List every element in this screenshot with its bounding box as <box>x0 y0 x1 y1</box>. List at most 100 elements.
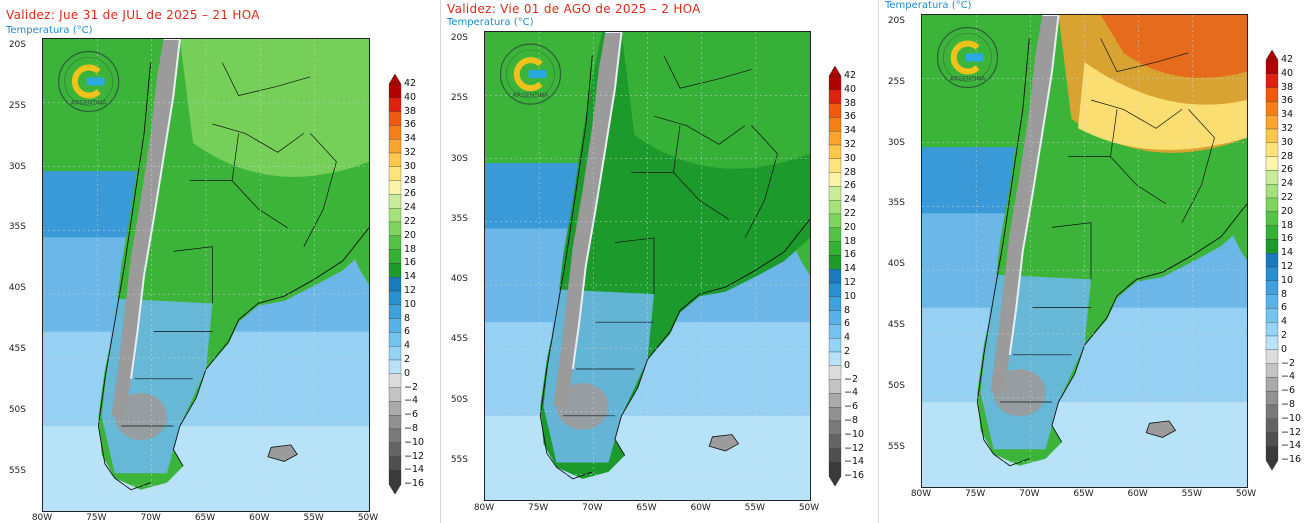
colorbar-tick-label: −14 <box>844 456 865 468</box>
colorbar-bin <box>1265 322 1279 337</box>
colorbar-bin <box>388 111 402 126</box>
colorbar-tick-label: −12 <box>1281 426 1302 438</box>
colorbar-max-arrow <box>1265 50 1279 61</box>
longitude-tick-label: 50W <box>798 503 820 513</box>
colorbar-tick-label: 38 <box>844 97 857 109</box>
colorbar-tick-label: 8 <box>844 304 851 316</box>
colorbar-tick-label: 6 <box>844 318 851 330</box>
latitude-tick-label: 35S <box>8 222 26 233</box>
longitude-tick-label: 65W <box>194 513 216 523</box>
malvinas-islands <box>267 444 298 462</box>
colorbar-tick-label: −12 <box>404 450 425 462</box>
latitude-tick-label: 55S <box>8 465 26 476</box>
colorbar-bin <box>388 290 402 305</box>
colorbar-bin <box>828 379 842 394</box>
colorbar-tick-label: −16 <box>844 470 865 482</box>
colorbar-bin <box>828 324 842 339</box>
latitude-tick-label: 50S <box>887 380 905 391</box>
colorbar-bin <box>828 227 842 242</box>
temperature-map: ARGENTINA <box>921 14 1248 488</box>
smn-argentina-logo-icon: ARGENTINA <box>936 26 999 89</box>
province-border <box>653 115 746 145</box>
colorbar-bin <box>1265 142 1279 157</box>
colorbar-tick-label: 34 <box>844 125 857 137</box>
ocean-band <box>922 402 1247 487</box>
colorbar-min-arrow <box>388 483 402 495</box>
colorbar-tick-label: −4 <box>1281 371 1296 383</box>
colorbar-bin <box>828 241 842 256</box>
colorbar-tick-label: 20 <box>404 229 417 241</box>
cold-grey-patch <box>556 383 609 430</box>
logo-text: ARGENTINA <box>513 92 549 99</box>
colorbar-bin <box>1265 363 1279 378</box>
colorbar-tick-label: 42 <box>844 70 857 81</box>
colorbar-bin <box>1265 349 1279 364</box>
colorbar-tick-label: 18 <box>844 235 857 247</box>
colorbar-bin <box>828 213 842 228</box>
latitude-tick-label: 50S <box>450 394 468 405</box>
province-border <box>221 62 311 97</box>
colorbar-svg <box>388 74 402 495</box>
smn-argentina-logo-icon: ARGENTINA <box>58 50 120 113</box>
colorbar-bin <box>1265 391 1279 406</box>
colorbar-tick-label: 0 <box>404 367 411 379</box>
colorbar-bin <box>828 296 842 311</box>
colorbar-bin <box>1265 239 1279 254</box>
latitude-tick-label: 55S <box>450 454 468 465</box>
colorbar-tick-label: 28 <box>1281 150 1294 162</box>
latitude-tick-label: 35S <box>450 213 468 224</box>
colorbar-bin <box>828 407 842 422</box>
colorbar-bin <box>388 428 402 443</box>
colorbar-tick-label: 30 <box>404 160 417 172</box>
colorbar-bin <box>828 448 842 463</box>
colorbar-tick-label: 12 <box>1281 261 1294 272</box>
colorbar-bin <box>828 420 842 435</box>
colorbar-bin <box>388 277 402 292</box>
colorbar-bin <box>828 131 842 146</box>
colorbar-tick-label: −2 <box>404 381 419 393</box>
colorbar-bin <box>828 269 842 284</box>
colorbar-tick-label: −6 <box>844 401 859 413</box>
longitude-tick-label: 55W <box>744 503 765 513</box>
andes-snow-ridge <box>571 32 623 370</box>
colorbar-bin <box>828 462 842 477</box>
colorbar-tick-label: 20 <box>844 221 857 233</box>
colorbar-bin <box>1265 170 1279 185</box>
colorbar-tick-label: −8 <box>404 423 419 434</box>
colorbar-bin <box>828 351 842 366</box>
colorbar-tick-label: 10 <box>404 298 417 310</box>
longitude-tick-label: 50W <box>1235 489 1257 499</box>
ocean-band <box>43 426 369 511</box>
colorbar-bin <box>828 172 842 187</box>
colorbar-tick-label: 24 <box>844 194 857 206</box>
colorbar-tick-label: 4 <box>844 332 851 344</box>
colorbar-tick-label: 32 <box>844 139 857 150</box>
colorbar-min-arrow <box>1265 459 1279 471</box>
temperature-map-svg: ARGENTINA <box>43 39 369 511</box>
colorbar-bin <box>828 434 842 449</box>
colorbar-tick-label: −12 <box>844 442 865 454</box>
northern-warm-zone <box>621 32 810 169</box>
province-border <box>1181 109 1215 223</box>
colorbar-bin <box>388 180 402 195</box>
colorbar-bin <box>388 249 402 264</box>
pacific-coastline <box>976 38 1030 467</box>
colorbar-bin <box>1265 87 1279 102</box>
colorbar-tick-label: −16 <box>1281 454 1302 466</box>
latitude-tick-label: 30S <box>887 137 905 148</box>
colorbar-tick-label: 28 <box>404 174 417 186</box>
latitude-tick-label: 30S <box>450 153 468 164</box>
latitude-tick-label: 20S <box>8 40 26 50</box>
colorbar-max-arrow <box>828 66 842 77</box>
colorbar-tick-label: 36 <box>1281 95 1294 107</box>
warm-yellow-zone <box>1078 62 1247 150</box>
validez-title: Validez: Vie 01 de AGO de 2025 – 2 HOA <box>447 2 701 16</box>
colorbar-tick-label: 12 <box>404 285 417 296</box>
northern-warm-zone <box>179 39 369 177</box>
cold-grey-patch <box>114 393 167 441</box>
colorbar-tick-label: 42 <box>1281 54 1294 65</box>
longitude-tick-label: 55W <box>303 513 324 523</box>
colorbar-tick-label: 38 <box>1281 81 1294 93</box>
latitude-tick-label: 50S <box>8 404 26 415</box>
longitude-tick-label: 55W <box>1181 489 1202 499</box>
